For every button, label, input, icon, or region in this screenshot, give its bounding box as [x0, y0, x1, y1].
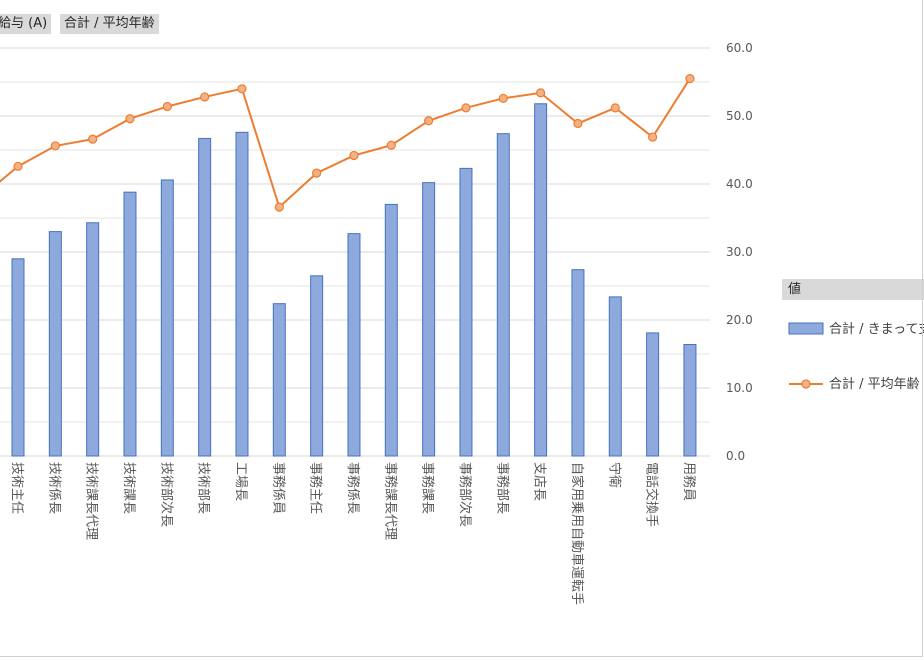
bar [496, 133, 510, 457]
legend-line-marker [801, 379, 811, 389]
bar [86, 222, 100, 457]
category-label: 事務部次長 [457, 462, 473, 527]
category-axis-labels: 技術主任 技術係長 技術課長代理 技術課長 技術部次長 技術部長 工場長 事務係員 事務主任 事務… [9, 462, 696, 605]
line-point [424, 116, 434, 126]
field-button-salary[interactable]: 給与 (A) [0, 14, 52, 34]
line-point [200, 92, 210, 102]
category-label: 支店長 [532, 462, 547, 501]
bar [48, 231, 62, 457]
axis-tick-label: 20.0 [726, 313, 753, 327]
field-button-average-age[interactable]: 合計 / 平均年齢 [60, 14, 159, 34]
category-label: 工場長 [233, 462, 248, 501]
bar [459, 167, 473, 457]
axis-tick-label: 60.0 [726, 41, 753, 55]
bar [422, 182, 436, 457]
bar [683, 343, 697, 457]
bar [571, 269, 585, 457]
category-label: 用務員 [681, 462, 696, 501]
line-point [573, 118, 583, 129]
line-series-average-age [0, 78, 691, 209]
bar [347, 233, 361, 457]
line-point [237, 84, 247, 94]
axis-tick-label: 10.0 [726, 381, 753, 395]
legend: 合計 / きまって支給する現金給与額 合計 / 平均年齢 [788, 321, 924, 392]
category-label: 事務課長代理 [382, 462, 398, 540]
line-point [648, 132, 658, 142]
legend-bar-swatch [788, 322, 824, 335]
category-label: 事務部長 [494, 462, 509, 514]
category-label: 技術係長 [46, 462, 61, 514]
line-point [162, 101, 172, 112]
category-label: 自家用乗用自動車運転手 [569, 462, 585, 605]
bar [646, 332, 660, 457]
line-point [536, 88, 546, 98]
category-label: 事務主任 [308, 462, 323, 514]
category-label: 事務係長 [345, 462, 360, 514]
line-point [274, 202, 284, 212]
line-point [498, 93, 508, 103]
bar [11, 258, 25, 457]
legend-header[interactable]: 値 [782, 279, 924, 300]
bar [235, 131, 249, 457]
line-point [386, 140, 396, 150]
category-label: 電話交換手 [644, 462, 660, 527]
legend-label-average-age: 合計 / 平均年齢 [829, 376, 920, 392]
category-label: 技術部次長 [158, 462, 174, 527]
line-point [125, 114, 135, 124]
line-point [88, 134, 98, 144]
line-markers [13, 73, 695, 212]
line-point [461, 103, 471, 113]
line-point [685, 73, 695, 84]
axis-tick-label: 0.0 [726, 449, 745, 463]
line-point [312, 168, 322, 178]
bar [384, 203, 398, 457]
axis-tick-label: 40.0 [726, 177, 753, 191]
line-point [13, 161, 23, 171]
bar [198, 137, 212, 457]
category-label: 技術部長 [196, 462, 211, 514]
line-point [50, 141, 60, 151]
bar [310, 275, 324, 457]
legend-label-salary: 合計 / きまって支給する現金給与額 [829, 321, 924, 337]
bar [160, 179, 174, 457]
category-label: 技術課長 [121, 462, 137, 514]
bar [534, 103, 548, 457]
secondary-axis-ticks: 0.0 10.0 20.0 30.0 40.0 50.0 60.0 [726, 41, 753, 463]
line-point [610, 103, 620, 113]
category-label: 技術主任 [9, 462, 24, 514]
category-label: 事務課長 [420, 462, 436, 514]
bar [123, 191, 137, 457]
axis-tick-label: 50.0 [726, 109, 753, 123]
category-label: 事務係員 [270, 462, 285, 514]
category-label: 守衛 [606, 462, 621, 488]
axis-tick-label: 30.0 [726, 245, 753, 259]
line-point [349, 150, 359, 161]
category-label: 技術課長代理 [84, 462, 100, 540]
bar-series [11, 103, 697, 457]
bar [272, 303, 286, 457]
bar [608, 296, 622, 457]
